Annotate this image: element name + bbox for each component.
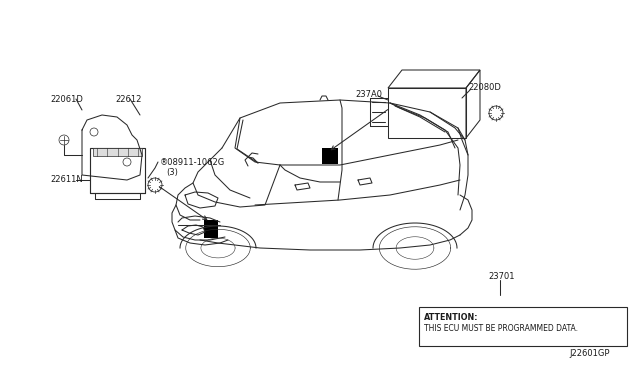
- Text: ATTENTION:: ATTENTION:: [424, 313, 479, 322]
- Text: 23701: 23701: [488, 272, 515, 281]
- Text: 22612: 22612: [115, 95, 141, 104]
- Text: ®08911-1062G: ®08911-1062G: [160, 158, 225, 167]
- Bar: [93, 148, 142, 156]
- Text: 22061D: 22061D: [50, 95, 83, 104]
- Text: 237A0: 237A0: [355, 90, 382, 99]
- Bar: [388, 88, 466, 138]
- Text: 22611N: 22611N: [50, 175, 83, 184]
- Bar: [419, 307, 627, 346]
- Bar: [204, 220, 218, 238]
- Text: THIS ECU MUST BE PROGRAMMED DATA.: THIS ECU MUST BE PROGRAMMED DATA.: [424, 324, 578, 333]
- Bar: [90, 148, 145, 193]
- Text: 22080D: 22080D: [468, 83, 501, 92]
- Text: J22601GP: J22601GP: [570, 349, 611, 358]
- Bar: [322, 148, 338, 164]
- Text: (3): (3): [166, 168, 178, 177]
